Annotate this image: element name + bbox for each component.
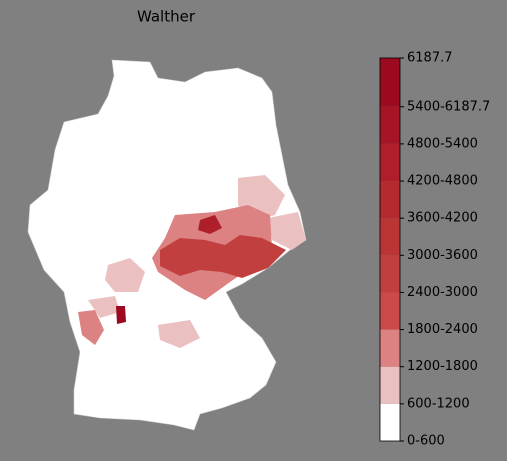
colorbar-segment (380, 58, 400, 107)
colorbar-tick-label: 1200-1800 (407, 359, 478, 374)
colorbar-segment (380, 255, 400, 293)
region-light (88, 296, 120, 318)
region-light (268, 212, 306, 250)
map-title: Walther (137, 8, 196, 26)
region-light (105, 258, 145, 292)
colorbar-tick-label: 600-1200 (407, 396, 470, 411)
colorbar-tick-label: 4200-4800 (407, 174, 478, 189)
colorbar-tick-label: 3000-3600 (407, 248, 478, 263)
colorbar-tick-label: 3600-4200 (407, 211, 478, 226)
colorbar-tick-label: 1800-2400 (407, 322, 478, 337)
colorbar-tick-label: 4800-5400 (407, 136, 478, 151)
colorbar-tick-label: 6187.7 (407, 51, 453, 66)
colorbar-tick-label: 5400-6187.7 (407, 99, 490, 114)
colorbar-segment (380, 106, 400, 144)
colorbar-segment (380, 366, 400, 404)
region-dark (160, 235, 286, 278)
colorbar-tick-label: 0-600 (407, 434, 445, 449)
region-mid (78, 310, 104, 345)
colorbar-tick-label: 2400-3000 (407, 285, 478, 300)
colorbar-segment (380, 143, 400, 182)
colorbar-segment (380, 218, 400, 256)
colorbar-segment (380, 329, 400, 367)
colorbar: 0-600 600-1200 1200-1800 1800-2400 2400-3000… (379, 51, 490, 449)
colorbar-segment (380, 181, 400, 219)
region-light (158, 320, 200, 348)
germany-map (27, 59, 307, 431)
region-darker (198, 215, 222, 234)
colorbar-segment (380, 403, 400, 441)
colorbar-frame (379, 57, 401, 442)
region-max (116, 306, 126, 324)
colorbar-segment (380, 292, 400, 330)
